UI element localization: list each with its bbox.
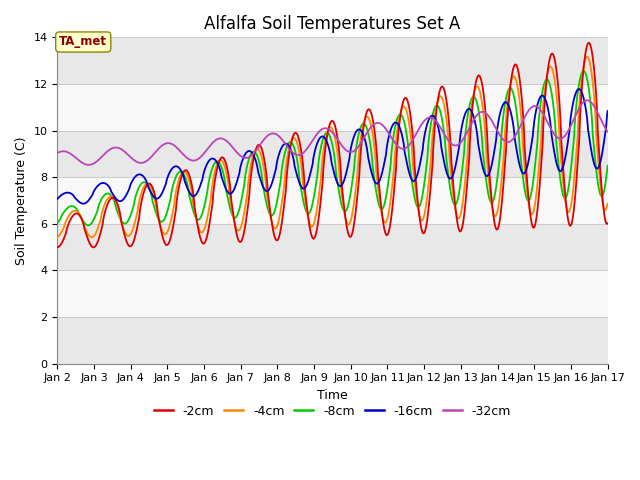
-16cm — [289, 152, 296, 157]
-2cm — [54, 244, 61, 250]
-32cm — [54, 150, 61, 156]
-4cm — [88, 235, 95, 240]
-32cm — [534, 104, 541, 110]
-8cm — [116, 216, 124, 222]
-2cm — [265, 195, 273, 201]
-16cm — [575, 86, 583, 92]
-32cm — [84, 162, 92, 168]
-32cm — [265, 132, 273, 138]
-16cm — [149, 193, 157, 199]
-2cm — [289, 135, 296, 141]
-2cm — [604, 220, 611, 226]
Bar — [58, 37, 607, 84]
Legend: -2cm, -4cm, -8cm, -16cm, -32cm: -2cm, -4cm, -8cm, -16cm, -32cm — [149, 400, 516, 423]
-4cm — [54, 234, 61, 240]
-4cm — [583, 54, 591, 60]
-4cm — [289, 136, 296, 142]
-16cm — [593, 166, 601, 171]
-2cm — [534, 205, 541, 211]
-2cm — [585, 40, 593, 46]
Bar — [58, 270, 607, 317]
-32cm — [604, 129, 611, 134]
Bar — [58, 177, 607, 224]
-2cm — [90, 244, 97, 250]
-32cm — [149, 152, 157, 158]
-8cm — [534, 134, 541, 140]
Line: -2cm: -2cm — [58, 43, 607, 247]
-16cm — [54, 196, 61, 202]
-8cm — [149, 200, 157, 206]
-16cm — [534, 101, 541, 107]
-4cm — [116, 216, 124, 221]
Line: -16cm: -16cm — [58, 89, 607, 204]
Text: TA_met: TA_met — [60, 36, 108, 48]
-32cm — [583, 97, 591, 103]
-16cm — [265, 187, 273, 193]
-4cm — [149, 190, 157, 195]
-16cm — [116, 198, 124, 204]
-8cm — [289, 141, 296, 146]
-32cm — [116, 146, 124, 152]
Bar — [58, 224, 607, 270]
X-axis label: Time: Time — [317, 389, 348, 402]
-16cm — [604, 108, 611, 114]
-8cm — [84, 223, 92, 228]
Line: -4cm: -4cm — [58, 57, 607, 238]
-2cm — [149, 186, 157, 192]
-32cm — [289, 149, 296, 155]
-16cm — [79, 201, 87, 206]
-8cm — [604, 163, 611, 169]
-8cm — [265, 208, 273, 214]
-2cm — [116, 212, 124, 218]
-4cm — [604, 201, 611, 206]
Line: -32cm: -32cm — [58, 100, 607, 165]
-8cm — [593, 175, 601, 180]
Bar — [58, 84, 607, 131]
-32cm — [593, 109, 601, 115]
Line: -8cm: -8cm — [58, 71, 607, 226]
-2cm — [593, 108, 601, 114]
-4cm — [265, 202, 273, 208]
-8cm — [580, 68, 588, 74]
-4cm — [593, 144, 601, 149]
-8cm — [54, 220, 61, 226]
-4cm — [534, 179, 541, 184]
Bar — [58, 131, 607, 177]
Title: Alfalfa Soil Temperatures Set A: Alfalfa Soil Temperatures Set A — [204, 15, 461, 33]
Bar — [58, 317, 607, 364]
Y-axis label: Soil Temperature (C): Soil Temperature (C) — [15, 136, 28, 265]
